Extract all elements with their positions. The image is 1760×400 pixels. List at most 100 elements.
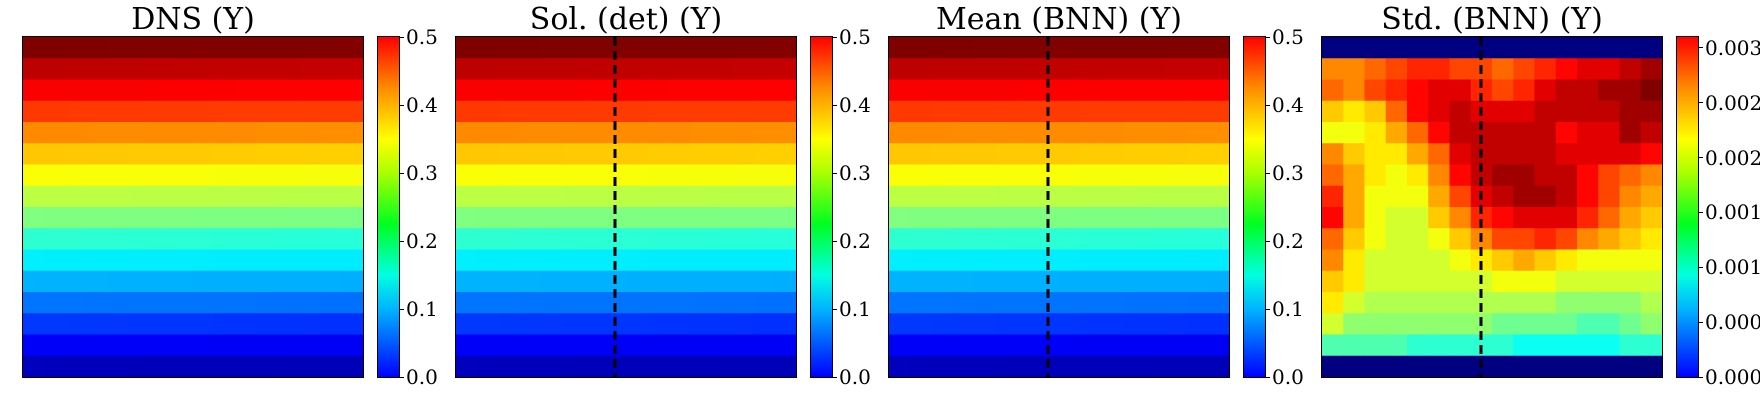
heatmap-cell (1207, 270, 1229, 293)
heatmap-cell (583, 79, 606, 102)
heatmap-cell (1577, 292, 1599, 314)
heatmap-cell (1492, 164, 1514, 187)
heatmap-cell (498, 100, 521, 123)
heatmap-cell (150, 58, 173, 80)
heatmap-cell (256, 58, 279, 80)
heatmap-cell (562, 228, 584, 250)
heatmap-cell (995, 37, 1017, 59)
heatmap-cell (1640, 185, 1662, 208)
heatmap-cell (1598, 58, 1620, 80)
heatmap-cell (1577, 37, 1599, 59)
heatmap-cell (1144, 164, 1166, 187)
heatmap-cell (1598, 355, 1620, 377)
heatmap-cell (1080, 100, 1102, 123)
heatmap-cell (171, 79, 194, 102)
heatmap-cell (299, 58, 321, 80)
heatmap-cell (1577, 313, 1599, 335)
heatmap-cell (1449, 58, 1472, 80)
heatmap-cell (1343, 143, 1365, 165)
heatmap-cell (889, 228, 911, 250)
heatmap-cell (23, 79, 45, 102)
heatmap-cell (320, 334, 343, 357)
heatmap-cell (65, 249, 88, 272)
heatmap-cell (299, 270, 321, 293)
heatmap-cell (1144, 79, 1166, 102)
heatmap-cell (1513, 37, 1535, 59)
heatmap-cell (1555, 249, 1578, 272)
heatmap-cell (299, 313, 321, 335)
heatmap-cell (1144, 37, 1166, 59)
heatmap-cell (974, 185, 996, 208)
heatmap-cell (931, 355, 954, 377)
colorbar-tick-label: 0.5 (839, 25, 871, 49)
heatmap-cell (1577, 355, 1599, 377)
heatmap-cell (477, 79, 499, 102)
heatmap-cell (278, 185, 300, 208)
heatmap-cell (320, 143, 343, 165)
heatmap-cell (1619, 122, 1642, 144)
heatmap-cell (689, 249, 712, 272)
heatmap-cell (1186, 313, 1209, 335)
heatmap-cell (320, 228, 343, 250)
heatmap-cell (1037, 164, 1060, 187)
heatmap-cell (732, 292, 754, 314)
heatmap-cell (626, 292, 648, 314)
heatmap-cell (1080, 164, 1102, 187)
heatmap-cell (1186, 228, 1209, 250)
heatmap-cell (129, 164, 151, 187)
heatmap-cell (1080, 79, 1102, 102)
heatmap-cell (193, 249, 215, 272)
heatmap-cell (562, 249, 584, 272)
heatmap-cell (86, 143, 109, 165)
heatmap-cell (44, 122, 66, 144)
heatmap-cell (193, 228, 215, 250)
heatmap-cell (1513, 58, 1535, 80)
heatmap-cell (732, 79, 754, 102)
heatmap-cell (299, 122, 321, 144)
heatmap-cell (910, 58, 932, 80)
heatmap-cell (774, 37, 796, 59)
heatmap-cell (1364, 122, 1387, 144)
heatmap-cell (974, 100, 996, 123)
heatmap-cell (1385, 143, 1408, 165)
heatmap-cell (1186, 270, 1209, 293)
heatmap-cell (456, 207, 478, 229)
heatmap-cell (753, 185, 776, 208)
heatmap-cell (1428, 249, 1450, 272)
heatmap-cell (1059, 37, 1081, 59)
heatmap-cell (689, 79, 712, 102)
heatmap-cell (753, 37, 776, 59)
heatmap-cell (278, 313, 300, 335)
heatmap-cell (341, 292, 363, 314)
heatmap-cell (1144, 270, 1166, 293)
heatmap-cell (235, 270, 258, 293)
heatmap-cell (171, 355, 194, 377)
heatmap-cell (171, 249, 194, 272)
colorbar-tick-label: 0.4 (839, 93, 871, 117)
heatmap-cell (108, 143, 130, 165)
heatmap-cell (952, 292, 975, 314)
heatmap-cell (626, 249, 648, 272)
heatmap-cell (1186, 207, 1209, 229)
heatmap-cell (1385, 207, 1408, 229)
heatmap-cell (774, 79, 796, 102)
heatmap-cell (477, 143, 499, 165)
heatmap-cell (583, 164, 606, 187)
heatmap-cell (1186, 292, 1209, 314)
heatmap-cell (1577, 249, 1599, 272)
heatmap-cell (129, 185, 151, 208)
heatmap-cell (498, 164, 521, 187)
heatmap-cell (1640, 100, 1662, 123)
heatmap-cell (732, 164, 754, 187)
heatmap-cell (1449, 143, 1472, 165)
heatmap-cell (995, 355, 1017, 377)
heatmap-cell (341, 143, 363, 165)
heatmap-cell (583, 100, 606, 123)
heatmap-cell (519, 122, 542, 144)
heatmap-cell (541, 228, 563, 250)
heatmap-cell (150, 185, 173, 208)
heatmap-cell (477, 37, 499, 59)
heatmap-cell (193, 313, 215, 335)
heatmap-cell (1207, 79, 1229, 102)
heatmap-cell (910, 334, 932, 357)
